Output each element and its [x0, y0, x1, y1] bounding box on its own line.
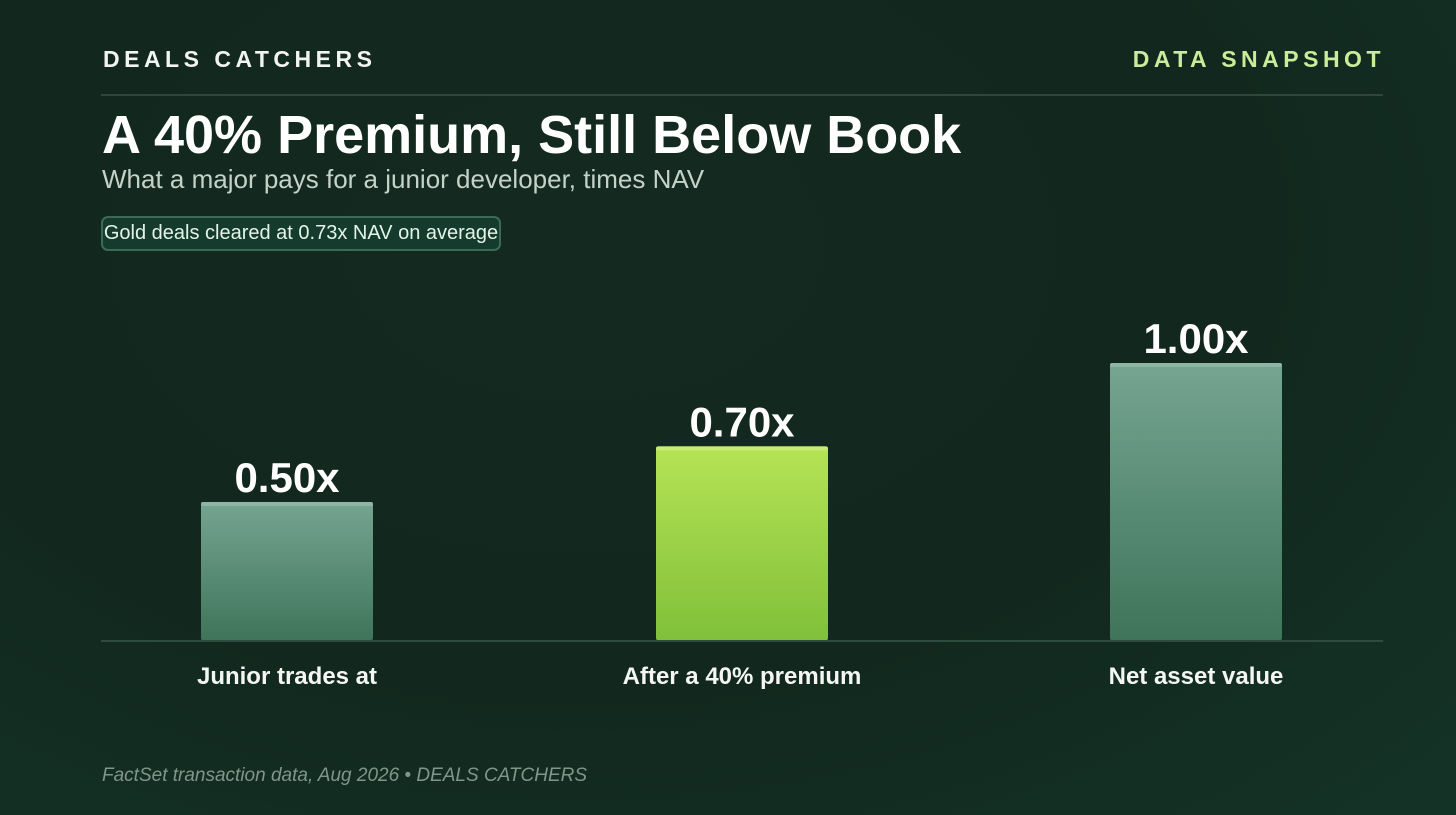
- value-label-1: 0.70x: [689, 398, 795, 445]
- bar-0: [201, 502, 373, 641]
- bar-1: [656, 446, 828, 641]
- section-tag: DATA SNAPSHOT: [1132, 46, 1385, 72]
- bar-2: [1110, 363, 1282, 641]
- value-label-0: 0.50x: [234, 454, 340, 501]
- brand-name: DEALS CATCHERS: [103, 46, 377, 72]
- bar-cap-1: [656, 446, 828, 451]
- header-divider: [101, 94, 1383, 96]
- category-label-1: After a 40% premium: [623, 663, 862, 690]
- chart-title: A 40% Premium, Still Below Book: [102, 105, 962, 165]
- source-note: FactSet transaction data, Aug 2026 • DEA…: [102, 765, 588, 786]
- bar-cap-2: [1110, 363, 1282, 367]
- category-label-0: Junior trades at: [197, 663, 377, 690]
- callout-badge: Gold deals cleared at 0.73x NAV on avera…: [101, 216, 501, 251]
- value-label-2: 1.00x: [1143, 315, 1249, 362]
- chart-subtitle: What a major pays for a junior developer…: [102, 164, 705, 194]
- category-label-2: Net asset value: [1109, 663, 1284, 690]
- bar-cap-0: [201, 502, 373, 506]
